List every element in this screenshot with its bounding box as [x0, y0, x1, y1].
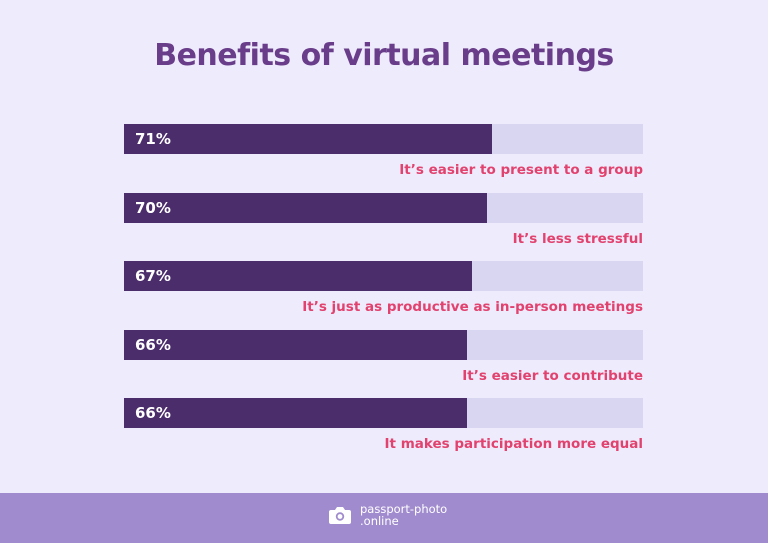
bar-fill — [124, 261, 472, 291]
bar-track: 66% — [124, 329, 643, 360]
bar-track: 66% — [124, 398, 643, 428]
bar-track: 70% — [124, 192, 643, 223]
bar-label: It’s just as productive as in-person mee… — [302, 299, 643, 315]
bar-fill — [124, 192, 488, 223]
camera-icon — [329, 507, 351, 524]
bar-row: 66% It’s easier to contribute — [124, 329, 643, 399]
chart-title: Benefits of virtual meetings — [154, 38, 614, 73]
bar-label: It’s less stressful — [512, 230, 643, 247]
bar-fill — [124, 398, 467, 428]
bar-row: 71% It’s easier to present to a group — [124, 124, 643, 193]
brand-name: passport-photo .online — [360, 503, 447, 527]
bar-row: 67% It’s just as productive as in-person… — [124, 261, 643, 330]
bar-track: 71% — [124, 124, 643, 154]
bar-track: 67% — [124, 261, 643, 291]
bar-value: 67% — [135, 267, 171, 285]
bar-value: 66% — [135, 404, 171, 422]
bar-fill — [124, 124, 493, 154]
bar-label: It’s easier to present to a group — [399, 162, 643, 178]
bar-label: It’s easier to contribute — [462, 367, 643, 384]
bar-value: 66% — [135, 335, 171, 354]
bar-row: 70% It’s less stressful — [124, 192, 643, 262]
brand-line-2: .online — [360, 514, 399, 528]
bar-label: It makes participation more equal — [384, 436, 643, 452]
bar-value: 70% — [135, 198, 171, 217]
footer: passport-photo .online — [0, 493, 768, 543]
brand-line-1: passport-photo — [360, 502, 448, 516]
bar-fill — [124, 329, 467, 360]
bar-value: 71% — [135, 130, 171, 148]
bar-row: 66% It makes participation more equal — [124, 398, 643, 467]
brand-logo[interactable]: passport-photo .online — [328, 503, 447, 527]
bar-chart: 71% It’s easier to present to a group 70… — [124, 124, 643, 467]
